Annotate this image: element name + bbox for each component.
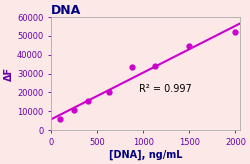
Text: R² = 0.997: R² = 0.997: [138, 84, 191, 94]
X-axis label: [DNA], ng/mL: [DNA], ng/mL: [109, 150, 182, 160]
Text: DNA: DNA: [51, 4, 81, 17]
Y-axis label: ΔF: ΔF: [4, 67, 14, 81]
